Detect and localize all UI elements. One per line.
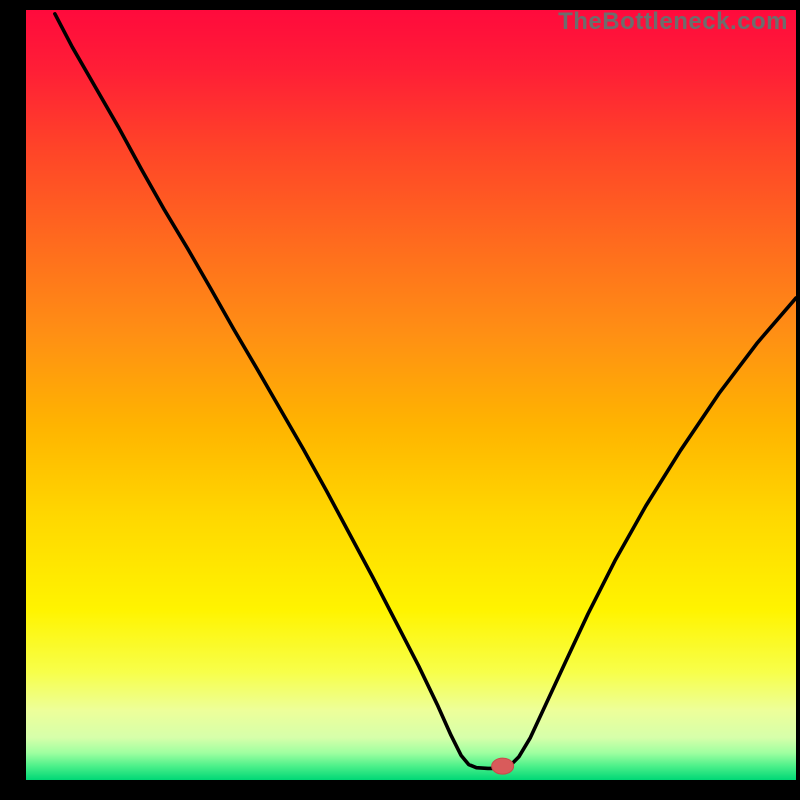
plot-area	[26, 10, 796, 780]
chart-frame: TheBottleneck.com	[0, 0, 800, 800]
plot-svg	[26, 10, 796, 780]
optimum-marker	[492, 758, 514, 774]
watermark-text: TheBottleneck.com	[558, 8, 788, 36]
gradient-background	[26, 10, 796, 780]
